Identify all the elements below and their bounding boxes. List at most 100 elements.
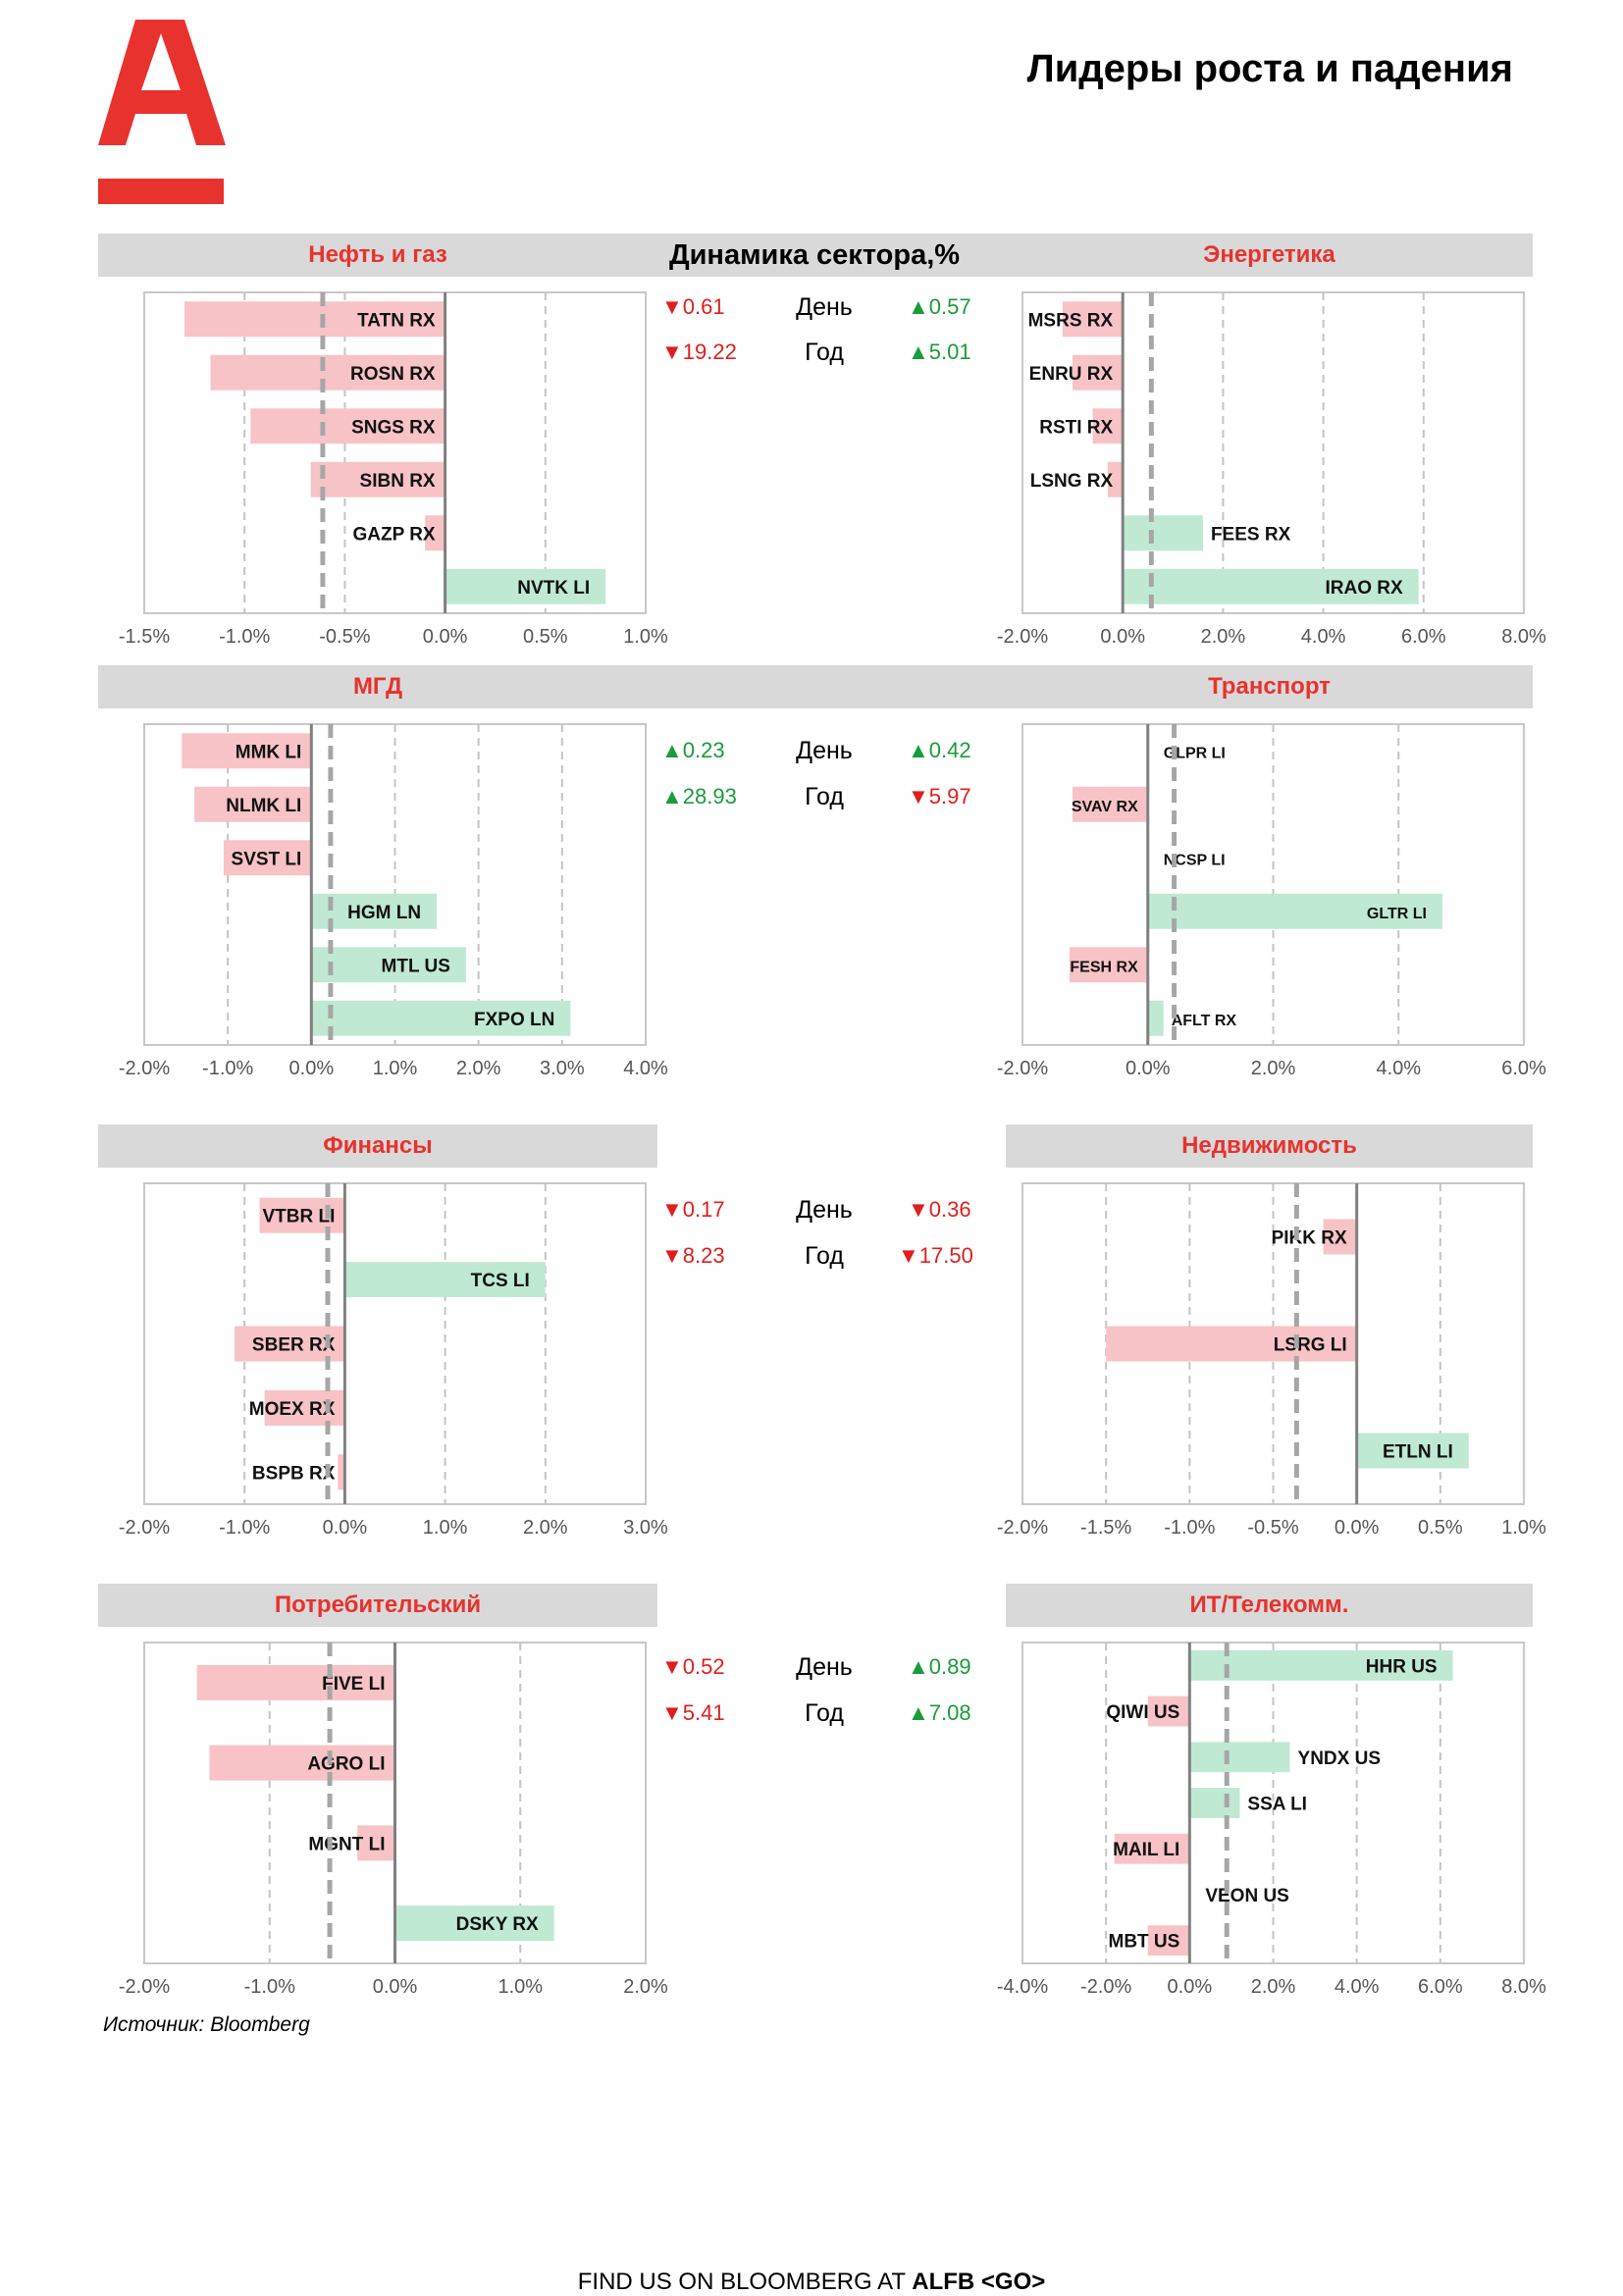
- tick-label: -0.5%: [1247, 1517, 1298, 1539]
- stat-day-label: День: [796, 1653, 853, 1681]
- bar-label: LSNG RX: [1030, 471, 1114, 492]
- bar-label: MOEX RX: [249, 1399, 336, 1420]
- tick-label: 1.0%: [423, 1517, 468, 1539]
- tick-label: 2.0%: [1201, 626, 1246, 648]
- bar: [357, 1825, 395, 1861]
- tick-label: 6.0%: [1401, 626, 1446, 648]
- bar: [1073, 786, 1148, 822]
- tick-label: -1.0%: [244, 1976, 295, 1998]
- sector-title-transport: Транспорт: [1208, 673, 1331, 700]
- tick-label: 0.0%: [323, 1517, 368, 1539]
- chart-transport: -2.0% 0.0% 2.0% 4.0% 6.0% GLPR LI SVAV RX NCSP …: [997, 723, 1546, 1079]
- stat-right-year: ▼5.97: [908, 784, 971, 809]
- header-bar-row-3-left: [98, 1124, 657, 1168]
- tick-label: 8.0%: [1501, 1976, 1546, 1998]
- bar-label: MTL US: [382, 956, 450, 976]
- tick-label: 0.0%: [1168, 1976, 1213, 1998]
- tick-label: 8.0%: [1501, 626, 1546, 648]
- bar: [1123, 515, 1203, 551]
- plot-area: [143, 1182, 647, 1505]
- tick-label: 4.0%: [1301, 626, 1346, 648]
- bar-label: NCSP LI: [1164, 852, 1226, 868]
- tick-label: -2.0%: [997, 626, 1048, 648]
- bar-label: SSA LI: [1247, 1795, 1307, 1815]
- bar-label: MBT US: [1109, 1932, 1180, 1953]
- stat-year-label: Год: [805, 1699, 844, 1727]
- bar: [1189, 1649, 1453, 1681]
- bar: [1123, 568, 1419, 604]
- sector-title-consumer: Потребительский: [274, 1592, 482, 1618]
- bar: [1069, 947, 1148, 983]
- tick-label: 0.0%: [373, 1976, 418, 1998]
- stat-year-label: Год: [805, 1242, 844, 1270]
- tick-label: -2.0%: [997, 1058, 1048, 1079]
- bar: [210, 354, 445, 391]
- chart-oil-gas: -1.5% -1.0% -0.5% 0.0% 0.5% 1.0% TATN RX ROSN R…: [119, 291, 668, 648]
- tick-label: 1.0%: [623, 626, 668, 648]
- bar: [1106, 1326, 1357, 1362]
- sector-title-metals-mining: МГД: [352, 673, 403, 700]
- bar-label: GLPR LI: [1164, 745, 1226, 761]
- stat-right-year: ▲7.08: [908, 1700, 971, 1725]
- chart-metals-mining: -2.0% -1.0% 0.0% 1.0% 2.0% 3.0% 4.0% MMK LI NLMK…: [119, 723, 668, 1079]
- bar-label: SBER RX: [252, 1335, 336, 1356]
- bar: [259, 1197, 345, 1233]
- bar: [1062, 301, 1124, 338]
- bar-label: LSRG LI: [1274, 1335, 1347, 1356]
- tick-label: -2.0%: [119, 1517, 170, 1539]
- stat-day-label: День: [796, 737, 853, 764]
- bar-label: VTBR LI: [263, 1207, 336, 1227]
- alfa-bank-logo: [98, 20, 226, 204]
- bar-label: HHR US: [1366, 1656, 1438, 1677]
- page-title: Лидеры роста и падения: [1026, 47, 1513, 90]
- bar-label: ENRU RX: [1029, 364, 1114, 385]
- stat-left-day: ▼0.52: [661, 1654, 725, 1679]
- bar-label: FESH RX: [1070, 959, 1138, 975]
- bar: [344, 1262, 546, 1298]
- bar-label: SVST LI: [232, 849, 302, 869]
- bar: [1189, 1742, 1290, 1773]
- bar-label: AGRO LI: [307, 1754, 385, 1775]
- stat-year-label: Год: [805, 339, 844, 366]
- header-bar-row-4-right: [1006, 1584, 1533, 1627]
- tick-label: -1.5%: [119, 626, 170, 648]
- bar: [182, 733, 312, 769]
- tick-label: -2.0%: [119, 1976, 170, 1998]
- tick-label: 1.0%: [373, 1058, 418, 1079]
- bar-label: VEON US: [1205, 1886, 1289, 1906]
- dynamics-title: Динамика сектора,%: [668, 239, 961, 271]
- bar-label: MGNT LI: [308, 1834, 385, 1854]
- bar: [194, 786, 312, 822]
- bar-label: MSRS RX: [1028, 310, 1114, 331]
- footer-bold: ALFB <GO>: [912, 2269, 1046, 2295]
- stat-left-year: ▼5.41: [661, 1700, 725, 1725]
- bar-label: AFLT RX: [1172, 1013, 1237, 1029]
- tick-label: 3.0%: [623, 1517, 668, 1539]
- bar: [264, 1389, 345, 1426]
- tick-label: -1.0%: [219, 1517, 270, 1539]
- bar: [1189, 1788, 1240, 1818]
- chart-consumer: -2.0% -1.0% 0.0% 1.0% 2.0% FIVE LI AGRO LI MGNT…: [119, 1642, 668, 1998]
- stat-left-day: ▼0.61: [661, 294, 725, 319]
- bar-label: SVAV RX: [1072, 799, 1138, 815]
- plot-area: [1021, 291, 1525, 614]
- logo-underline: [98, 179, 224, 204]
- tick-label: 0.5%: [1418, 1517, 1463, 1539]
- tick-label: -1.5%: [1080, 1517, 1131, 1539]
- tick-label: 0.5%: [523, 626, 568, 648]
- tick-label: -0.5%: [319, 626, 370, 648]
- bar: [310, 461, 445, 497]
- bar: [1107, 461, 1124, 497]
- bar: [250, 408, 445, 444]
- bar-label: FEES RX: [1211, 524, 1291, 545]
- tick-label: 0.0%: [1100, 626, 1145, 648]
- tick-label: 0.0%: [1335, 1517, 1380, 1539]
- stat-right-day: ▲0.89: [908, 1654, 971, 1679]
- chart-it-telecom: -4.0% -2.0% 0.0% 2.0% 4.0% 6.0% 8.0% HHR US QIWI…: [997, 1642, 1546, 1998]
- tick-label: 1.0%: [497, 1976, 543, 1998]
- tick-label: 0.0%: [289, 1058, 335, 1079]
- bar-label: MMK LI: [236, 742, 302, 762]
- bar-label: DSKY RX: [456, 1914, 539, 1935]
- bar-label: YNDX US: [1298, 1748, 1381, 1769]
- header-bar-row-2: [98, 665, 1533, 708]
